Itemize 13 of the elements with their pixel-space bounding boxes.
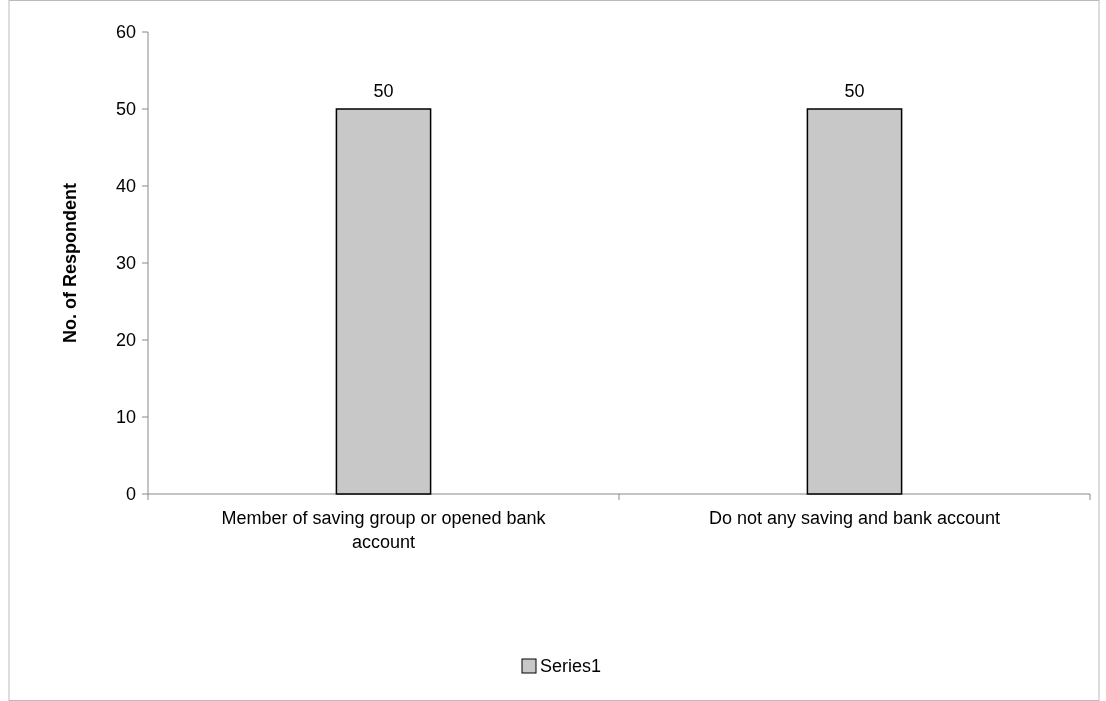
legend-label: Series1	[540, 656, 602, 676]
x-tick-label: Do not any saving and bank account	[708, 508, 1001, 528]
y-tick-label: 10	[115, 407, 136, 428]
y-axis-title: No. of Respondent	[60, 183, 80, 343]
y-tick-label: 0	[125, 484, 136, 505]
y-tick-label: 60	[115, 22, 136, 43]
x-tick-label: Member of saving group or opened bank account	[221, 508, 547, 552]
y-tick-label: 30	[115, 253, 136, 274]
data-label: 50	[373, 81, 394, 101]
data-label: 50	[844, 81, 865, 101]
y-tick-label: 50	[115, 99, 136, 120]
y-tick-label: 20	[115, 330, 136, 351]
y-tick-label: 40	[115, 176, 136, 197]
